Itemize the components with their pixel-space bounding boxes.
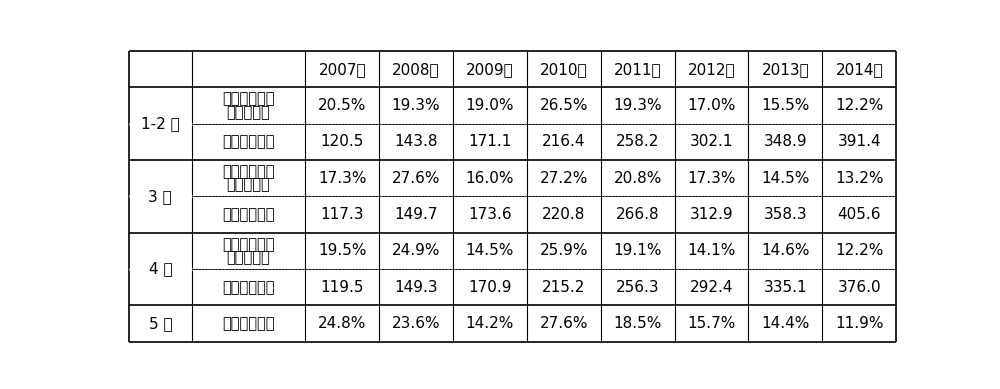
Text: 358.3: 358.3 (764, 207, 807, 222)
Text: 增加値增速: 增加値增速 (227, 250, 270, 265)
Text: 215.2: 215.2 (542, 280, 585, 295)
Text: 规模以上工业: 规模以上工业 (222, 92, 275, 107)
Text: 258.2: 258.2 (616, 135, 659, 149)
Text: 规模以上工业: 规模以上工业 (222, 164, 275, 179)
Text: 143.8: 143.8 (394, 135, 438, 149)
Text: 2011年: 2011年 (614, 62, 661, 77)
Text: 经济增长指数: 经济增长指数 (222, 207, 275, 222)
Text: 120.5: 120.5 (321, 135, 364, 149)
Text: 20.8%: 20.8% (613, 171, 662, 186)
Text: 18.5%: 18.5% (613, 316, 662, 331)
Text: 19.3%: 19.3% (613, 98, 662, 113)
Text: 2008年: 2008年 (392, 62, 440, 77)
Text: 27.6%: 27.6% (392, 171, 440, 186)
Text: 14.2%: 14.2% (466, 316, 514, 331)
Text: 117.3: 117.3 (321, 207, 364, 222)
Text: 19.0%: 19.0% (466, 98, 514, 113)
Text: 256.3: 256.3 (616, 280, 659, 295)
Text: 23.6%: 23.6% (392, 316, 440, 331)
Text: 216.4: 216.4 (542, 135, 586, 149)
Text: 1-2 月: 1-2 月 (141, 116, 180, 131)
Text: 14.1%: 14.1% (687, 244, 736, 258)
Text: 170.9: 170.9 (468, 280, 512, 295)
Text: 20.5%: 20.5% (318, 98, 366, 113)
Text: 25.9%: 25.9% (540, 244, 588, 258)
Text: 14.4%: 14.4% (761, 316, 810, 331)
Text: 149.3: 149.3 (394, 280, 438, 295)
Text: 13.2%: 13.2% (835, 171, 883, 186)
Text: 335.1: 335.1 (764, 280, 807, 295)
Text: 增加値增速: 增加値增速 (227, 177, 270, 192)
Text: 2014年: 2014年 (835, 62, 883, 77)
Text: 15.7%: 15.7% (687, 316, 736, 331)
Text: 12.2%: 12.2% (835, 244, 883, 258)
Text: 266.8: 266.8 (616, 207, 659, 222)
Text: 17.0%: 17.0% (687, 98, 736, 113)
Text: 405.6: 405.6 (837, 207, 881, 222)
Text: 348.9: 348.9 (764, 135, 807, 149)
Text: 312.9: 312.9 (690, 207, 733, 222)
Text: 3 月: 3 月 (148, 189, 172, 204)
Text: 2009年: 2009年 (466, 62, 514, 77)
Text: 27.6%: 27.6% (540, 316, 588, 331)
Text: 17.3%: 17.3% (318, 171, 367, 186)
Text: 24.8%: 24.8% (318, 316, 366, 331)
Text: 11.9%: 11.9% (835, 316, 883, 331)
Text: 2013年: 2013年 (761, 62, 809, 77)
Text: 4 月: 4 月 (149, 261, 172, 277)
Text: 302.1: 302.1 (690, 135, 733, 149)
Text: 376.0: 376.0 (837, 280, 881, 295)
Text: 2012年: 2012年 (688, 62, 735, 77)
Text: 26.5%: 26.5% (540, 98, 588, 113)
Text: 经济增长指数: 经济增长指数 (222, 135, 275, 149)
Text: 27.2%: 27.2% (540, 171, 588, 186)
Text: 14.6%: 14.6% (761, 244, 810, 258)
Text: 19.1%: 19.1% (613, 244, 662, 258)
Text: 17.3%: 17.3% (687, 171, 736, 186)
Text: 5 月: 5 月 (149, 316, 172, 331)
Text: 173.6: 173.6 (468, 207, 512, 222)
Text: 12.2%: 12.2% (835, 98, 883, 113)
Text: 增加値增速: 增加値增速 (227, 105, 270, 120)
Text: 19.3%: 19.3% (392, 98, 440, 113)
Text: 292.4: 292.4 (690, 280, 733, 295)
Text: 14.5%: 14.5% (761, 171, 810, 186)
Text: 149.7: 149.7 (394, 207, 438, 222)
Text: 规模以上工业: 规模以上工业 (222, 316, 275, 331)
Text: 391.4: 391.4 (837, 135, 881, 149)
Text: 2007年: 2007年 (318, 62, 366, 77)
Text: 220.8: 220.8 (542, 207, 585, 222)
Text: 19.5%: 19.5% (318, 244, 367, 258)
Text: 14.5%: 14.5% (466, 244, 514, 258)
Text: 171.1: 171.1 (468, 135, 512, 149)
Text: 16.0%: 16.0% (466, 171, 514, 186)
Text: 119.5: 119.5 (321, 280, 364, 295)
Text: 经济增长指数: 经济增长指数 (222, 280, 275, 295)
Text: 15.5%: 15.5% (761, 98, 810, 113)
Text: 规模以上工业: 规模以上工业 (222, 237, 275, 252)
Text: 2010年: 2010年 (540, 62, 588, 77)
Text: 24.9%: 24.9% (392, 244, 440, 258)
